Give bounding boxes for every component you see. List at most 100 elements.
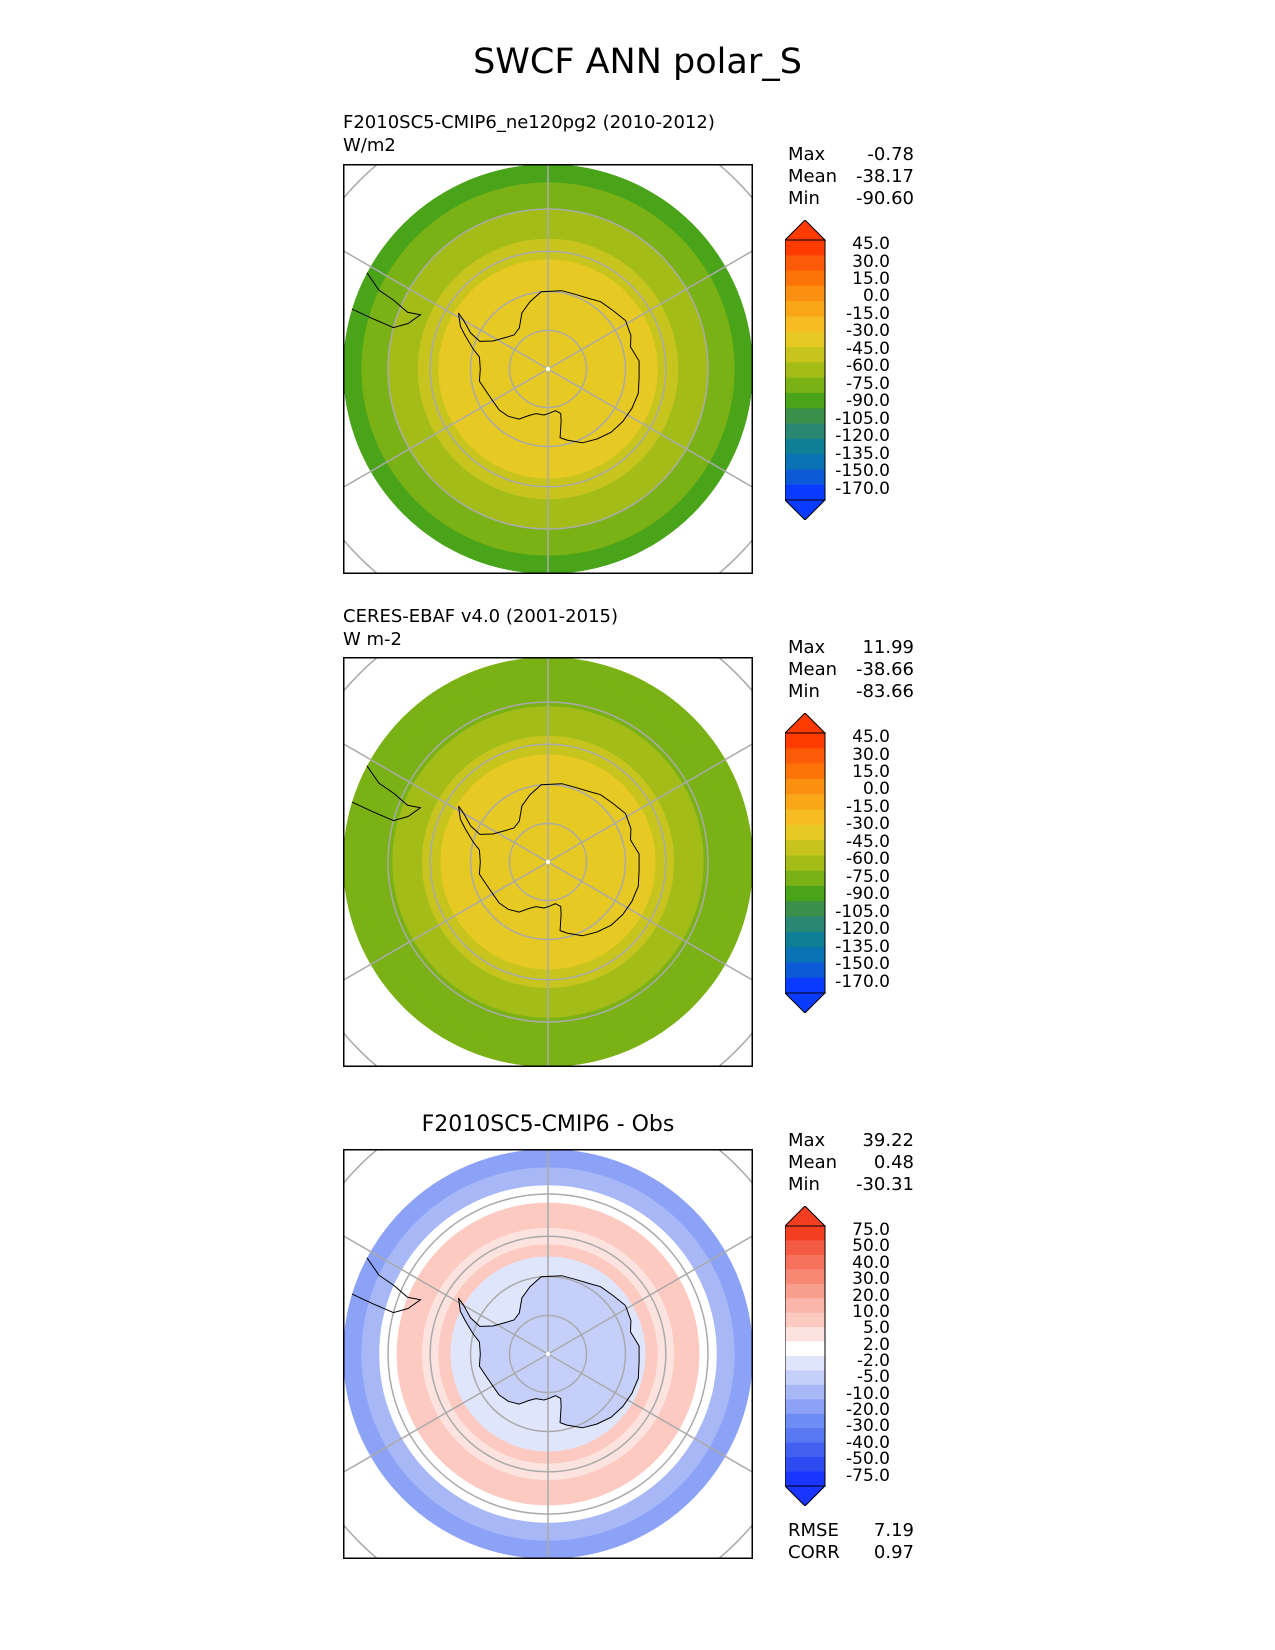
colorbar-segment: [785, 438, 825, 455]
colorbar-segment: [785, 931, 825, 948]
stat-min-label: Min: [788, 188, 820, 209]
colorbar-tick-label: -120.0: [835, 919, 890, 940]
colorbar-tick-label: -170.0: [835, 971, 890, 992]
stat-max-value: 11.99: [862, 637, 914, 658]
colorbar-tick-label: -15.0: [846, 303, 890, 324]
colorbar-tick-label: 50.0: [852, 1236, 890, 1257]
colorbar-tick-label: -105.0: [835, 901, 890, 922]
colorbar-segment: [785, 870, 825, 887]
graticule-lon: [343, 1234, 549, 1355]
colorbar-segment: [785, 1327, 825, 1342]
colorbar-tick-label: -10.0: [846, 1383, 890, 1404]
colorbar-tick-label: -40.0: [846, 1432, 890, 1453]
colorbar-segment: [785, 748, 825, 764]
colorbar-segment: [785, 392, 825, 409]
colorbar-min-extend: [785, 1485, 827, 1506]
colorbar-segment: [785, 778, 825, 795]
colorbar-segment: [785, 423, 825, 440]
colorbar-tick-label: -20.0: [846, 1400, 890, 1421]
colorbar-segment: [785, 901, 825, 917]
graticule-lon: [343, 1353, 549, 1474]
colorbar-segment: [785, 855, 825, 872]
colorbar-segment: [785, 1254, 825, 1270]
colorbar-tick-label: 30.0: [852, 251, 890, 272]
stat-mean-value: -38.17: [855, 166, 914, 187]
colorbar-tick-label: -60.0: [846, 356, 890, 377]
panel3-metrics: RMSE 7.19 CORR 0.97: [788, 1520, 914, 1564]
colorbar-frame: [785, 732, 826, 994]
colorbar-segment: [785, 733, 825, 749]
rmse-label: RMSE: [788, 1520, 839, 1541]
colorbar-segment: [785, 1298, 825, 1314]
south-america-coast: [351, 272, 422, 329]
stat-max-value: -0.78: [867, 144, 914, 165]
colorbar-segment: [785, 1356, 825, 1371]
stat-mean-value: -38.66: [855, 659, 914, 680]
colorbar-segment: [785, 1384, 825, 1400]
colorbar-segment: [785, 1312, 825, 1328]
colorbar-segment: [785, 377, 825, 394]
colorbar-tick-label: -2.0: [856, 1351, 890, 1371]
south-america-coast: [351, 1257, 422, 1314]
panel2-units: W m-2: [343, 629, 403, 650]
panel1-units: W/m2: [343, 135, 396, 156]
colorbar-tick-label: 2.0: [862, 1334, 890, 1355]
antarctica-field: [458, 1275, 640, 1428]
graticule-lon: [547, 1353, 753, 1474]
stat-max-label: Max: [788, 637, 826, 658]
colorbar-segment: [785, 1442, 825, 1458]
antarctica-field: [458, 783, 640, 936]
colorbar-segment: [785, 1413, 825, 1429]
colorbar-tick-label: 75.0: [852, 1220, 890, 1240]
panel2-stats: Max 11.99 Mean -38.66 Min -83.66: [788, 637, 914, 703]
colorbar-segment: [785, 285, 825, 302]
colorbar-segment: [785, 962, 825, 979]
stat-min-label: Min: [788, 681, 820, 702]
colorbar-segment: [785, 255, 825, 271]
colorbar-tick-label: -75.0: [846, 866, 890, 887]
pole-marker: [545, 366, 551, 372]
colorbar-tick-label: 5.0: [862, 1318, 890, 1339]
colorbar-tick-label: 30.0: [852, 1269, 890, 1290]
stat-mean-value: 0.48: [873, 1152, 914, 1173]
colorbar-segment: [785, 1226, 825, 1241]
colorbar-tick-label: -105.0: [835, 408, 890, 429]
colorbar-segment: [785, 1471, 825, 1487]
colorbar-segment: [785, 824, 825, 841]
colorbar-tick-label: -150.0: [835, 461, 890, 482]
colorbar-tick-label: -60.0: [846, 849, 890, 870]
colorbar-tick-label: -15.0: [846, 796, 890, 817]
panel2-title: CERES-EBAF v4.0 (2001-2015): [343, 606, 619, 627]
colorbar-segment: [785, 347, 825, 363]
antarctica-field: [458, 290, 640, 443]
colorbar-segment: [785, 1240, 825, 1256]
colorbar-tick-label: 15.0: [852, 269, 890, 289]
colorbar-tick-label: -135.0: [835, 936, 890, 957]
graticule-lon: [547, 249, 753, 370]
stat-min-value: -30.31: [855, 1174, 914, 1195]
colorbar-segment: [785, 809, 825, 826]
colorbar-segment: [785, 270, 825, 287]
colorbar-tick-label: -75.0: [846, 373, 890, 394]
stat-max-label: Max: [788, 144, 826, 165]
pole-marker: [545, 1351, 551, 1357]
colorbar-segment: [785, 1269, 825, 1285]
colorbar-tick-label: -90.0: [846, 884, 890, 905]
colorbar-min-extend: [785, 499, 827, 520]
colorbar-segment: [785, 240, 825, 256]
colorbar-tick-label: -75.0: [846, 1465, 890, 1486]
colorbar-segment: [785, 1370, 825, 1386]
colorbar-segment: [785, 794, 825, 810]
colorbar-segment: [785, 885, 825, 902]
colorbar-segment: [785, 1399, 825, 1415]
colorbar-segment: [785, 763, 825, 780]
colorbar-segment: [785, 316, 825, 333]
colorbar-tick-label: -30.0: [846, 321, 890, 342]
map-frame: [343, 164, 753, 574]
graticule-lon: [547, 742, 753, 863]
colorbar-segment: [785, 454, 825, 470]
colorbar-segment: [785, 469, 825, 486]
colorbar-frame: [785, 1225, 826, 1487]
panel2-polar-map: [343, 657, 753, 1067]
colorbar-tick-label: 0.0: [862, 779, 890, 800]
